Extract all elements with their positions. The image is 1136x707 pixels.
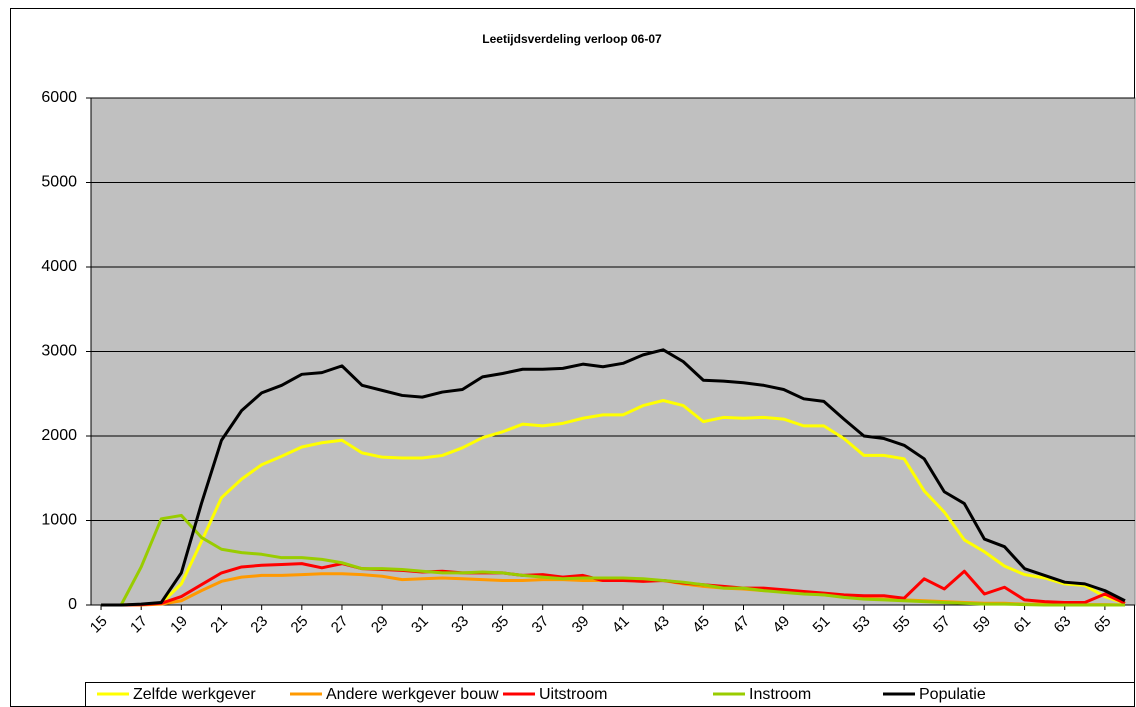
- legend-label: Populatie: [919, 686, 986, 703]
- legend-label: Instroom: [749, 686, 811, 703]
- chart-title: Leetijdsverdeling verloop 06-07: [482, 32, 662, 46]
- y-tick-label: 1000: [41, 512, 77, 529]
- series-line: [101, 348, 1126, 607]
- y-tick-label: 5000: [41, 174, 77, 191]
- y-tick-label: 0: [68, 596, 77, 613]
- legend-label: Andere werkgever bouw: [326, 686, 499, 703]
- y-tick-label: 3000: [41, 343, 77, 360]
- series-line: [101, 513, 1125, 607]
- y-tick-label: 6000: [41, 89, 77, 106]
- legend-label: Uitstroom: [539, 686, 607, 703]
- series-line: [101, 562, 1126, 607]
- y-tick-label: 4000: [41, 258, 77, 275]
- series-line: [101, 399, 1126, 607]
- legend-label: Zelfde werkgever: [133, 686, 256, 703]
- y-tick-label: 2000: [41, 427, 77, 444]
